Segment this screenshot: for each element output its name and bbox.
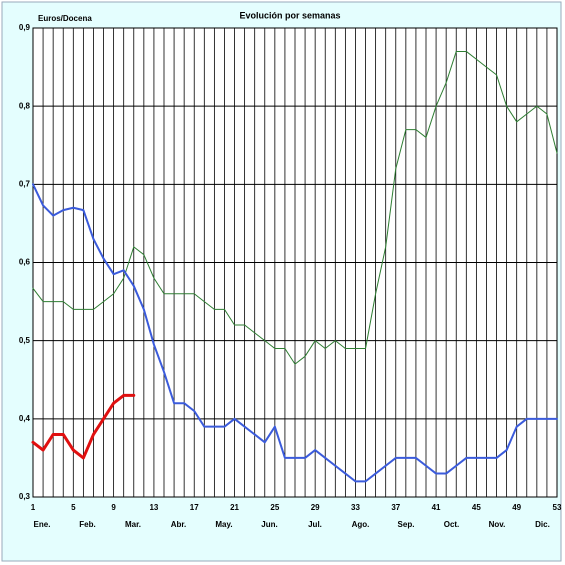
- x-tick-label: 49: [512, 503, 521, 512]
- y-tick-label: 0,4: [19, 414, 31, 423]
- month-label: Jun.: [261, 520, 277, 529]
- y-tick-label: 0,5: [19, 336, 31, 345]
- month-label: Sep.: [398, 520, 415, 529]
- x-tick-label: 17: [190, 503, 199, 512]
- month-label: Abr.: [171, 520, 187, 529]
- month-label: Feb.: [79, 520, 95, 529]
- x-tick-label: 1: [31, 503, 36, 512]
- month-label: Jul.: [308, 520, 322, 529]
- month-label: Mar.: [125, 520, 141, 529]
- x-tick-label: 13: [149, 503, 158, 512]
- x-tick-label: 21: [230, 503, 239, 512]
- y-tick-label: 0,3: [19, 492, 31, 501]
- x-tick-label: 45: [472, 503, 481, 512]
- month-label: Dic.: [535, 520, 550, 529]
- month-label: Ene.: [34, 520, 51, 529]
- month-label: May.: [215, 520, 232, 529]
- series-line: [31, 393, 136, 460]
- y-axis-label: Euros/Docena: [38, 14, 92, 23]
- month-label: Nov.: [489, 520, 506, 529]
- series-line: [32, 183, 558, 483]
- y-tick-label: 0,7: [19, 179, 31, 188]
- y-tick-label: 0,8: [19, 101, 31, 110]
- chart-title: Evolución por semanas: [239, 10, 340, 20]
- x-tick-label: 41: [432, 503, 441, 512]
- x-tick-label: 5: [71, 503, 76, 512]
- x-tick-label: 33: [351, 503, 360, 512]
- month-label: Oct.: [444, 520, 460, 529]
- y-tick-label: 0,9: [19, 23, 31, 32]
- series-line: [32, 50, 558, 365]
- x-tick-label: 9: [111, 503, 116, 512]
- x-tick-label: 29: [311, 503, 320, 512]
- x-tick-label: 53: [553, 503, 562, 512]
- x-tick-label: 37: [391, 503, 400, 512]
- x-tick-label: 25: [270, 503, 279, 512]
- y-tick-label: 0,6: [19, 258, 31, 267]
- month-label: Ago.: [352, 520, 370, 529]
